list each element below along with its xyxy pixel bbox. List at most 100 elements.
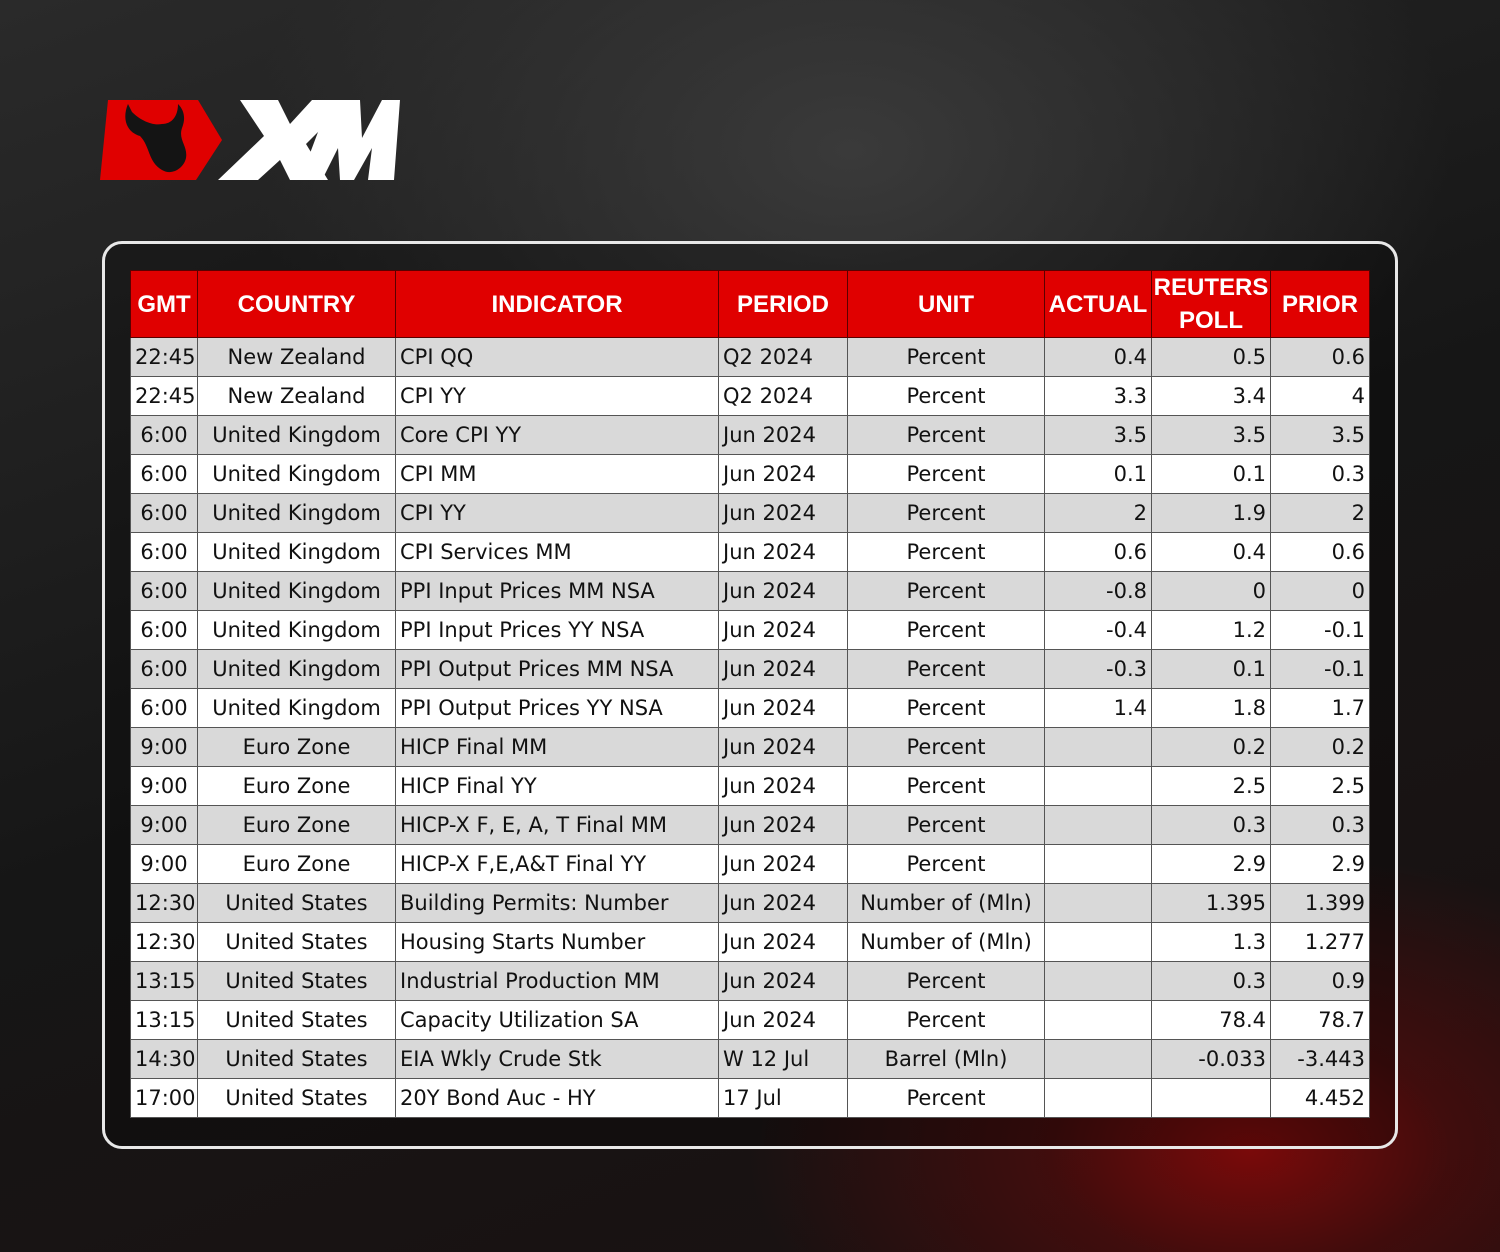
cell-unit: Percent xyxy=(847,532,1045,572)
cell-reuters-poll: 0.1 xyxy=(1151,454,1271,494)
cell-actual xyxy=(1044,727,1152,767)
cell-gmt: 13:15 xyxy=(130,961,198,1001)
cell-period: W 12 Jul xyxy=(718,1039,848,1079)
cell-prior: 0.6 xyxy=(1270,532,1370,572)
table-row: 6:00 United Kingdom Core CPI YY Jun 2024 Per… xyxy=(130,415,1370,455)
cell-country: New Zealand xyxy=(197,376,396,416)
economic-calendar-table: GMT COUNTRY INDICATOR PERIOD UNIT ACTUAL… xyxy=(130,270,1370,1118)
cell-country: Euro Zone xyxy=(197,805,396,845)
header-reuters-poll: REUTERS POLL xyxy=(1151,270,1271,338)
cell-country: United Kingdom xyxy=(197,649,396,689)
cell-unit: Percent xyxy=(847,727,1045,767)
cell-country: Euro Zone xyxy=(197,727,396,767)
cell-period: Jun 2024 xyxy=(718,805,848,845)
header-indicator: INDICATOR xyxy=(395,270,719,338)
cell-period: Jun 2024 xyxy=(718,766,848,806)
cell-indicator: HICP-X F, E, A, T Final MM xyxy=(395,805,719,845)
cell-indicator: PPI Output Prices MM NSA xyxy=(395,649,719,689)
cell-reuters-poll: 1.8 xyxy=(1151,688,1271,728)
cell-prior: 4.452 xyxy=(1270,1078,1370,1118)
table-row: 22:45 New Zealand CPI YY Q2 2024 Percent 3.3 3… xyxy=(130,376,1370,416)
cell-prior: -3.443 xyxy=(1270,1039,1370,1079)
cell-country: United Kingdom xyxy=(197,610,396,650)
cell-period: Jun 2024 xyxy=(718,649,848,689)
cell-actual xyxy=(1044,1078,1152,1118)
cell-country: United Kingdom xyxy=(197,493,396,533)
cell-actual xyxy=(1044,844,1152,884)
cell-prior: 0.3 xyxy=(1270,454,1370,494)
cell-country: United States xyxy=(197,1078,396,1118)
table-row: 6:00 United Kingdom CPI Services MM Jun 202… xyxy=(130,532,1370,572)
cell-reuters-poll: 0.2 xyxy=(1151,727,1271,767)
cell-indicator: Capacity Utilization SA xyxy=(395,1000,719,1040)
cell-period: Jun 2024 xyxy=(718,883,848,923)
cell-gmt: 9:00 xyxy=(130,805,198,845)
cell-period: Jun 2024 xyxy=(718,1000,848,1040)
table-row: 14:30 United States EIA Wkly Crude Stk W 12… xyxy=(130,1039,1370,1079)
cell-indicator: Industrial Production MM xyxy=(395,961,719,1001)
cell-unit: Percent xyxy=(847,493,1045,533)
cell-indicator: CPI QQ xyxy=(395,337,719,377)
table-row: 9:00 Euro Zone HICP Final YY Jun 2024 Percen… xyxy=(130,766,1370,806)
cell-prior: 2.5 xyxy=(1270,766,1370,806)
cell-gmt: 6:00 xyxy=(130,649,198,689)
header-actual: ACTUAL xyxy=(1044,270,1152,338)
cell-period: Jun 2024 xyxy=(718,493,848,533)
table-row: 9:00 Euro Zone HICP Final MM Jun 2024 Percen… xyxy=(130,727,1370,767)
cell-period: Jun 2024 xyxy=(718,454,848,494)
cell-gmt: 6:00 xyxy=(130,610,198,650)
cell-period: Jun 2024 xyxy=(718,532,848,572)
table-row: 6:00 United Kingdom PPI Output Prices MM N… xyxy=(130,649,1370,689)
cell-reuters-poll: 0.5 xyxy=(1151,337,1271,377)
cell-country: United States xyxy=(197,961,396,1001)
header-prior: PRIOR xyxy=(1270,270,1370,338)
cell-prior: 3.5 xyxy=(1270,415,1370,455)
table-row: 6:00 United Kingdom CPI MM Jun 2024 Percent 0… xyxy=(130,454,1370,494)
cell-indicator: Building Permits: Number xyxy=(395,883,719,923)
cell-period: Jun 2024 xyxy=(718,961,848,1001)
cell-unit: Percent xyxy=(847,1078,1045,1118)
cell-reuters-poll: 0.3 xyxy=(1151,805,1271,845)
cell-indicator: PPI Input Prices YY NSA xyxy=(395,610,719,650)
cell-unit: Percent xyxy=(847,649,1045,689)
cell-gmt: 14:30 xyxy=(130,1039,198,1079)
cell-indicator: PPI Input Prices MM NSA xyxy=(395,571,719,611)
cell-reuters-poll: 78.4 xyxy=(1151,1000,1271,1040)
cell-reuters-poll: 2.5 xyxy=(1151,766,1271,806)
cell-reuters-poll: 1.395 xyxy=(1151,883,1271,923)
bull-icon xyxy=(100,100,400,180)
cell-actual xyxy=(1044,883,1152,923)
cell-reuters-poll: 3.5 xyxy=(1151,415,1271,455)
cell-gmt: 9:00 xyxy=(130,727,198,767)
cell-period: Jun 2024 xyxy=(718,610,848,650)
table-row: 9:00 Euro Zone HICP-X F, E, A, T Final MM J… xyxy=(130,805,1370,845)
cell-period: Jun 2024 xyxy=(718,415,848,455)
cell-country: United States xyxy=(197,1000,396,1040)
cell-gmt: 6:00 xyxy=(130,688,198,728)
cell-prior: -0.1 xyxy=(1270,649,1370,689)
cell-prior: 0 xyxy=(1270,571,1370,611)
cell-country: United Kingdom xyxy=(197,532,396,572)
cell-actual: 1.4 xyxy=(1044,688,1152,728)
table-row: 6:00 United Kingdom PPI Output Prices YY N… xyxy=(130,688,1370,728)
cell-prior: 0.6 xyxy=(1270,337,1370,377)
cell-indicator: 20Y Bond Auc - HY xyxy=(395,1078,719,1118)
cell-unit: Percent xyxy=(847,376,1045,416)
cell-actual: 0.4 xyxy=(1044,337,1152,377)
cell-reuters-poll: 0.4 xyxy=(1151,532,1271,572)
cell-actual: 3.5 xyxy=(1044,415,1152,455)
cell-prior: 1.277 xyxy=(1270,922,1370,962)
cell-reuters-poll: 1.2 xyxy=(1151,610,1271,650)
cell-indicator: HICP-X F,E,A&T Final YY xyxy=(395,844,719,884)
cell-indicator: CPI Services MM xyxy=(395,532,719,572)
header-row: GMT COUNTRY INDICATOR PERIOD UNIT ACTUAL… xyxy=(130,270,1370,338)
cell-country: New Zealand xyxy=(197,337,396,377)
table-row: 13:15 United States Industrial Production … xyxy=(130,961,1370,1001)
header-country: COUNTRY xyxy=(197,270,396,338)
cell-indicator: HICP Final MM xyxy=(395,727,719,767)
cell-unit: Percent xyxy=(847,1000,1045,1040)
cell-period: 17 Jul xyxy=(718,1078,848,1118)
table-row: 17:00 United States 20Y Bond Auc - HY 17 Ju… xyxy=(130,1078,1370,1118)
cell-indicator: Core CPI YY xyxy=(395,415,719,455)
cell-gmt: 22:45 xyxy=(130,376,198,416)
